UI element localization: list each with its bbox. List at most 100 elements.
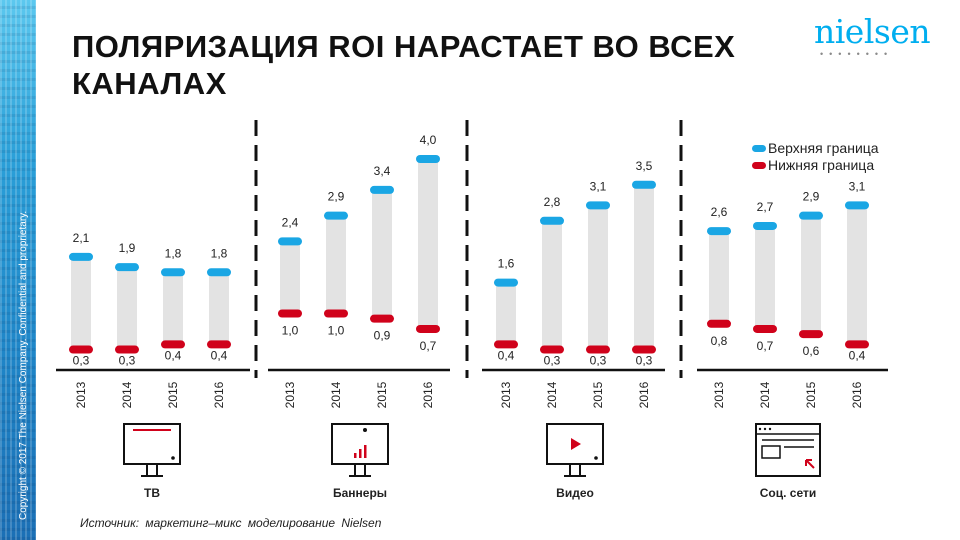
- lower-value-label: 0,3: [544, 354, 561, 368]
- upper-value-label: 2,6: [711, 205, 728, 219]
- year-tick-label: 2016: [212, 381, 226, 408]
- year-tick-label: 2014: [120, 381, 134, 408]
- range-bar: [588, 205, 608, 350]
- cursor-arrow-icon: [805, 459, 815, 469]
- range-bar: [755, 225, 775, 329]
- lower-cap: [278, 309, 302, 318]
- lower-cap: [845, 340, 869, 349]
- channel-label: ТВ: [144, 486, 160, 500]
- lower-value-label: 0,3: [73, 354, 90, 368]
- range-bar: [280, 241, 300, 314]
- range-bar: [801, 215, 821, 335]
- lower-cap: [161, 340, 185, 349]
- lower-value-label: 1,0: [282, 324, 299, 338]
- range-bar: [117, 267, 137, 350]
- lower-cap: [753, 324, 777, 333]
- tv-icon: [123, 423, 181, 477]
- range-bar: [542, 220, 562, 350]
- sidebar-decoration: Copyright © 2017 The Nielsen Company. Co…: [0, 0, 36, 540]
- upper-cap: [632, 180, 656, 189]
- lower-cap: [207, 340, 231, 349]
- lower-cap: [586, 345, 610, 354]
- lower-cap: [115, 345, 139, 354]
- range-bar: [709, 231, 729, 324]
- lower-cap: [799, 330, 823, 339]
- upper-cap: [494, 278, 518, 287]
- year-tick-label: 2016: [421, 381, 435, 408]
- range-bar: [209, 272, 229, 345]
- lower-value-label: 0,6: [803, 344, 820, 358]
- upper-cap: [207, 268, 231, 277]
- lower-value-label: 0,3: [590, 354, 607, 368]
- range-bar: [163, 272, 183, 345]
- upper-value-label: 2,4: [282, 215, 299, 229]
- upper-value-label: 1,8: [165, 246, 182, 260]
- upper-cap: [161, 268, 185, 277]
- upper-value-label: 2,1: [73, 231, 90, 245]
- browser-dot: [763, 427, 767, 431]
- upper-cap: [278, 237, 302, 246]
- channel-label: Соц. сети: [760, 486, 816, 500]
- upper-value-label: 1,9: [119, 241, 136, 255]
- lower-value-label: 0,9: [374, 329, 391, 343]
- year-tick-label: 2015: [591, 381, 605, 408]
- upper-value-label: 3,4: [374, 164, 391, 178]
- lower-cap: [416, 324, 440, 333]
- upper-cap: [799, 211, 823, 220]
- upper-cap: [707, 227, 731, 236]
- video-monitor-icon: [546, 423, 604, 477]
- upper-value-label: 1,6: [498, 257, 515, 271]
- nielsen-logo: nielsen ••••••••: [814, 12, 944, 62]
- lower-cap: [540, 345, 564, 354]
- lower-value-label: 0,3: [119, 354, 136, 368]
- year-tick-label: 2014: [545, 381, 559, 408]
- year-tick-label: 2014: [758, 381, 772, 408]
- upper-cap: [416, 155, 440, 163]
- panel-2: 1,6 0,4 2013 2,8 0,3 2014 3,1 0,3 2015 3,5 0,3 2016…: [482, 159, 665, 500]
- panel-0: 2,1 0,3 2013 1,9 0,3 2014 1,8 0,4 2015 1,8 0,4 2016…: [56, 231, 250, 500]
- range-bar: [71, 256, 91, 350]
- monitor-screen: [331, 423, 389, 465]
- upper-cap: [845, 201, 869, 210]
- banner-bar: [354, 453, 357, 458]
- year-tick-label: 2013: [499, 381, 513, 408]
- range-bar: [372, 189, 392, 319]
- monitor-screen: [546, 423, 604, 465]
- source-note: Источник: маркетинг–микс моделирование N…: [80, 516, 382, 530]
- social-browser-icon: [755, 423, 821, 477]
- monitor-stand: [564, 464, 586, 477]
- banner-monitor-icon: [331, 423, 389, 477]
- upper-cap: [115, 263, 139, 272]
- lower-cap: [69, 345, 93, 354]
- year-tick-label: 2013: [283, 381, 297, 408]
- upper-value-label: 3,1: [590, 179, 607, 193]
- lower-value-label: 0,7: [420, 339, 437, 353]
- year-tick-label: 2015: [804, 381, 818, 408]
- upper-cap: [753, 221, 777, 230]
- monitor-screen: [123, 423, 181, 465]
- year-tick-label: 2016: [850, 381, 864, 408]
- legend-label-lower: Нижняя граница: [768, 157, 874, 173]
- upper-value-label: 4,0: [420, 133, 437, 147]
- banner-dot: [363, 428, 367, 432]
- tv-dot: [171, 456, 175, 460]
- year-tick-label: 2014: [329, 381, 343, 408]
- lower-cap: [632, 345, 656, 354]
- video-dot: [594, 456, 598, 460]
- range-bar: [847, 205, 867, 345]
- lower-cap: [370, 314, 394, 323]
- panel-3: 2,6 0,8 2013 2,7 0,7 2014 2,9 0,6 2015 3,1 0,4 2016…: [697, 179, 888, 500]
- banner-bar: [359, 449, 362, 458]
- monitor-stand: [349, 464, 371, 477]
- upper-value-label: 2,9: [803, 190, 820, 204]
- upper-cap: [540, 216, 564, 225]
- lower-cap: [494, 340, 518, 349]
- range-bar: [326, 215, 346, 314]
- range-bar: [634, 184, 654, 350]
- browser-image-box: [761, 445, 781, 459]
- lower-value-label: 0,3: [636, 354, 653, 368]
- year-tick-label: 2015: [375, 381, 389, 408]
- legend-label-upper: Верхняя граница: [768, 140, 879, 156]
